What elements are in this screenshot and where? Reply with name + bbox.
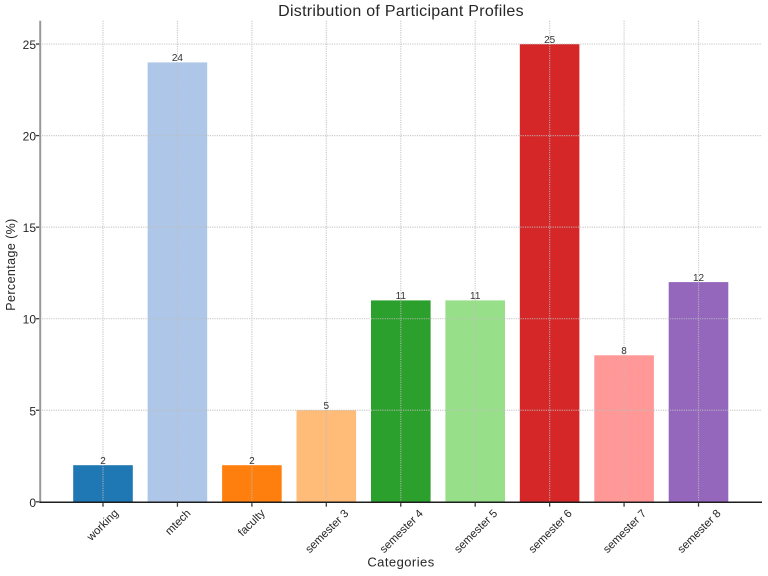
svg-text:5: 5 [324, 401, 330, 412]
svg-text:24: 24 [172, 53, 184, 64]
svg-text:12: 12 [693, 273, 705, 284]
svg-text:5: 5 [29, 404, 36, 418]
svg-text:11: 11 [470, 291, 481, 302]
svg-text:0: 0 [29, 496, 36, 510]
svg-text:15: 15 [23, 221, 37, 235]
svg-text:8: 8 [621, 346, 627, 357]
svg-text:20: 20 [23, 130, 37, 144]
svg-text:25: 25 [23, 38, 37, 52]
svg-text:10: 10 [23, 313, 37, 327]
svg-text:25: 25 [544, 35, 556, 46]
svg-text:Percentage (%): Percentage (%) [4, 218, 18, 310]
svg-text:11: 11 [396, 291, 407, 302]
svg-text:Categories: Categories [367, 555, 434, 570]
svg-text:Distribution of Participant Pr: Distribution of Participant Profiles [278, 3, 524, 20]
svg-text:2: 2 [249, 456, 255, 467]
svg-text:2: 2 [100, 456, 106, 467]
